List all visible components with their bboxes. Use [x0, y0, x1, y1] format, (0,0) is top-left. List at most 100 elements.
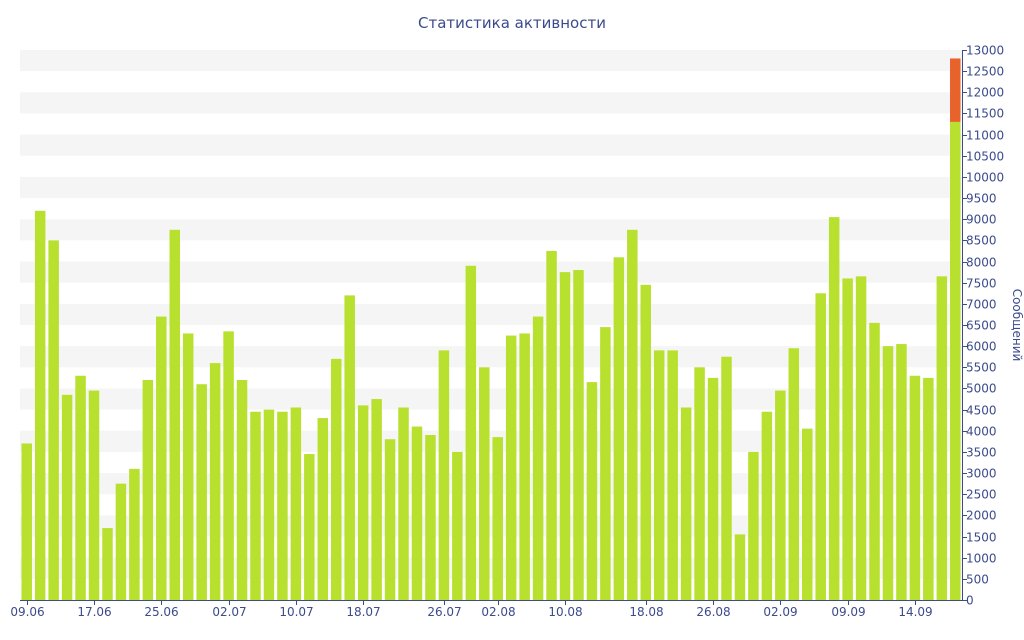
bar	[156, 316, 167, 600]
bar	[209, 363, 221, 600]
x-tick-label: 18.07	[346, 605, 380, 619]
x-tick-label: 26.08	[696, 605, 730, 619]
bar	[479, 367, 490, 600]
bar	[115, 483, 127, 600]
x-tick-label: 10.08	[548, 605, 582, 619]
bar	[290, 407, 302, 600]
y-tick-label: 4500	[966, 404, 997, 418]
y-tick-label: 9000	[966, 213, 997, 227]
x-tick-label: 02.07	[212, 605, 246, 619]
grid-band	[20, 50, 962, 72]
grid-band	[20, 176, 962, 199]
bar	[330, 358, 342, 600]
bar	[653, 350, 665, 600]
bar	[169, 229, 181, 601]
bar-series	[21, 58, 961, 601]
y-tick-label: 6000	[966, 340, 997, 354]
bar	[21, 443, 32, 600]
x-tick-label: 10.07	[279, 605, 313, 619]
bar	[317, 418, 329, 600]
bar	[371, 399, 382, 600]
y-tick-label: 11000	[966, 129, 1004, 143]
y-tick-label: 0	[966, 594, 974, 608]
bar	[586, 382, 598, 600]
bar	[384, 439, 396, 600]
x-tick-label: 02.09	[763, 605, 797, 619]
bar	[465, 265, 477, 600]
bar	[627, 229, 638, 601]
bar	[236, 380, 248, 600]
bar	[398, 407, 409, 600]
axes: 0 500 1000 1500 2000 2500 3000 3500 4000 4500 5000…	[10, 44, 1004, 620]
bar	[48, 240, 59, 600]
bar	[263, 409, 275, 600]
x-tick-label: 17.06	[77, 605, 111, 619]
y-tick-label: 8000	[966, 256, 997, 270]
grid-bands	[20, 50, 962, 579]
y-tick-label: 2000	[966, 509, 997, 523]
bar	[75, 375, 86, 600]
grid-band	[20, 261, 962, 283]
y-tick-label: 5500	[966, 361, 997, 375]
bar	[640, 284, 652, 600]
y-tick-label: 7500	[966, 277, 997, 291]
y-tick-label: 7000	[966, 298, 997, 312]
bar	[950, 121, 961, 600]
bar	[129, 468, 140, 600]
y-tick-label: 6500	[966, 319, 997, 333]
bar	[788, 348, 800, 600]
y-tick-label: 12500	[966, 65, 1004, 79]
bar	[142, 380, 154, 600]
bar	[869, 322, 880, 600]
bar	[425, 435, 436, 600]
bar	[438, 350, 450, 600]
y-tick-label: 12000	[966, 86, 1004, 100]
bar	[909, 375, 921, 600]
bar	[842, 278, 853, 600]
bar	[828, 217, 840, 600]
bar	[357, 405, 369, 600]
x-tick-label: 14.09	[898, 605, 932, 619]
bar	[452, 451, 463, 600]
y-tick-label: 9500	[966, 192, 997, 206]
bar-highlight	[950, 58, 961, 122]
bar	[196, 384, 207, 600]
y-tick-label: 3000	[966, 467, 997, 481]
bar	[801, 428, 813, 600]
bar	[519, 333, 530, 600]
bar	[505, 335, 517, 600]
bar	[721, 356, 732, 600]
bar	[936, 276, 948, 600]
bar	[559, 272, 571, 600]
bar	[923, 377, 934, 600]
y-axis-label: Сообщений	[1010, 288, 1024, 362]
grid-band	[20, 303, 962, 325]
bar	[748, 451, 759, 600]
grid-band	[20, 134, 962, 156]
bar	[761, 411, 773, 600]
bar	[277, 411, 288, 600]
bar	[694, 367, 705, 600]
y-tick-label: 1000	[966, 552, 997, 566]
grid-band	[20, 92, 962, 114]
bar	[411, 426, 423, 600]
y-tick-label: 13000	[966, 44, 1004, 58]
bar	[600, 327, 611, 600]
bar	[182, 333, 194, 600]
bar	[532, 316, 544, 600]
bar	[775, 390, 786, 600]
bar	[250, 411, 261, 600]
bar	[896, 344, 907, 600]
bar	[223, 331, 234, 600]
bar	[707, 377, 719, 600]
y-tick-label: 4000	[966, 425, 997, 439]
y-tick-label: 8500	[966, 234, 997, 248]
y-tick-label: 5000	[966, 382, 997, 396]
chart-title: Статистика активности	[418, 14, 606, 32]
bar	[492, 437, 503, 600]
bar	[34, 210, 46, 600]
bar	[88, 390, 100, 600]
x-tick-label: 09.09	[831, 605, 865, 619]
y-tick-label: 500	[966, 573, 989, 587]
bar	[102, 528, 113, 600]
